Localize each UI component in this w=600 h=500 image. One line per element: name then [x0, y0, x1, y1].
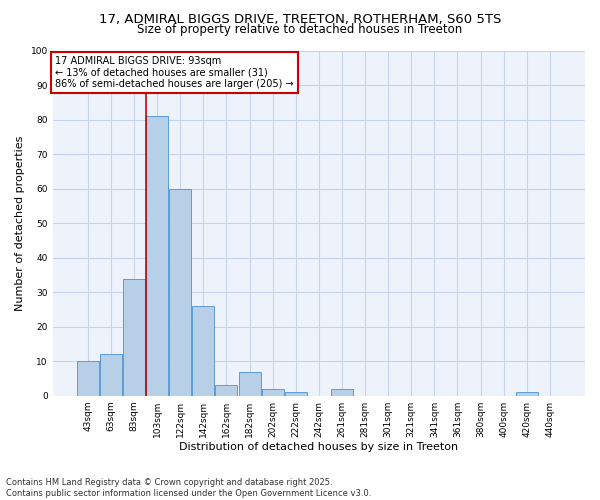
- Bar: [193, 306, 214, 396]
- Text: 17, ADMIRAL BIGGS DRIVE, TREETON, ROTHERHAM, S60 5TS: 17, ADMIRAL BIGGS DRIVE, TREETON, ROTHER…: [99, 12, 501, 26]
- Bar: [516, 392, 538, 396]
- Text: Contains HM Land Registry data © Crown copyright and database right 2025.
Contai: Contains HM Land Registry data © Crown c…: [6, 478, 371, 498]
- X-axis label: Distribution of detached houses by size in Treeton: Distribution of detached houses by size …: [179, 442, 458, 452]
- Text: Size of property relative to detached houses in Treeton: Size of property relative to detached ho…: [137, 22, 463, 36]
- Bar: [169, 189, 191, 396]
- Bar: [100, 354, 122, 396]
- Bar: [123, 278, 145, 396]
- Text: 17 ADMIRAL BIGGS DRIVE: 93sqm
← 13% of detached houses are smaller (31)
86% of s: 17 ADMIRAL BIGGS DRIVE: 93sqm ← 13% of d…: [55, 56, 294, 90]
- Bar: [239, 372, 260, 396]
- Bar: [262, 389, 284, 396]
- Bar: [331, 389, 353, 396]
- Bar: [285, 392, 307, 396]
- Y-axis label: Number of detached properties: Number of detached properties: [15, 136, 25, 311]
- Bar: [77, 361, 99, 396]
- Bar: [215, 386, 238, 396]
- Bar: [146, 116, 168, 396]
